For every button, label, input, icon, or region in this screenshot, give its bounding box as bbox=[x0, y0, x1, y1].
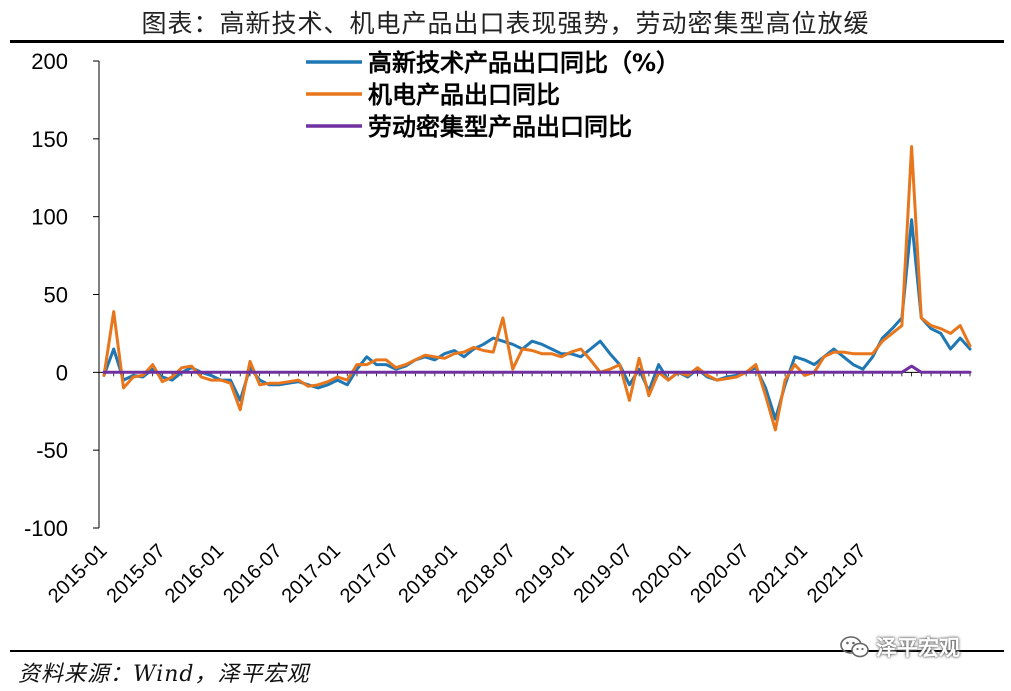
series-line-mech-elec bbox=[102, 145, 972, 432]
legend-label-high-tech: 高新技术产品出口同比（%） bbox=[368, 49, 680, 77]
x-tick-label: 2017-01 bbox=[278, 540, 345, 607]
x-tick-label: 2021-07 bbox=[803, 540, 870, 607]
legend-label-labor: 劳动密集型产品出口同比 bbox=[368, 113, 632, 141]
legend-label-mech-elec: 机电产品出口同比 bbox=[368, 81, 560, 109]
y-tick-label: 150 bbox=[31, 127, 68, 152]
x-tick-label: 2016-01 bbox=[161, 540, 228, 607]
y-tick-label: 0 bbox=[56, 360, 68, 385]
watermark: 泽平宏观 bbox=[840, 632, 960, 662]
y-tick-label: -50 bbox=[36, 438, 68, 463]
x-tick-labels: 2015-012015-072016-012016-072017-012017-… bbox=[44, 540, 870, 607]
x-tick-label: 2018-07 bbox=[453, 540, 520, 607]
y-tick-label: 200 bbox=[31, 49, 68, 74]
x-tick-label: 2015-01 bbox=[44, 540, 111, 607]
chart-title: 图表：高新技术、机电产品出口表现强势，劳动密集型高位放缓 bbox=[141, 9, 870, 38]
source-note: 资料来源：Wind，泽平宏观 bbox=[18, 662, 310, 687]
x-tick-label: 2020-01 bbox=[628, 540, 695, 607]
x-tick-label: 2019-01 bbox=[511, 540, 578, 607]
x-tick-label: 2016-07 bbox=[219, 540, 286, 607]
y-tick-label: 50 bbox=[44, 283, 68, 308]
y-tick-labels: 200 150 100 50 0 -50 -100 bbox=[24, 49, 68, 541]
x-tick-label: 2020-07 bbox=[686, 540, 753, 607]
wechat-icon bbox=[840, 636, 869, 658]
x-tick-label: 2015-07 bbox=[102, 540, 169, 607]
y-tick-label: -100 bbox=[24, 516, 68, 541]
x-tick-label: 2018-01 bbox=[394, 540, 461, 607]
source-rule bbox=[10, 650, 1004, 652]
x-tick-label: 2017-07 bbox=[336, 540, 403, 607]
x-tick-label: 2021-01 bbox=[745, 540, 812, 607]
title-rule bbox=[10, 40, 1004, 43]
series-line-labor bbox=[102, 364, 972, 374]
series-lines bbox=[102, 145, 972, 432]
x-tick-label: 2019-07 bbox=[569, 540, 636, 607]
watermark-text: 泽平宏观 bbox=[876, 636, 960, 660]
y-tick-label: 100 bbox=[31, 205, 68, 230]
